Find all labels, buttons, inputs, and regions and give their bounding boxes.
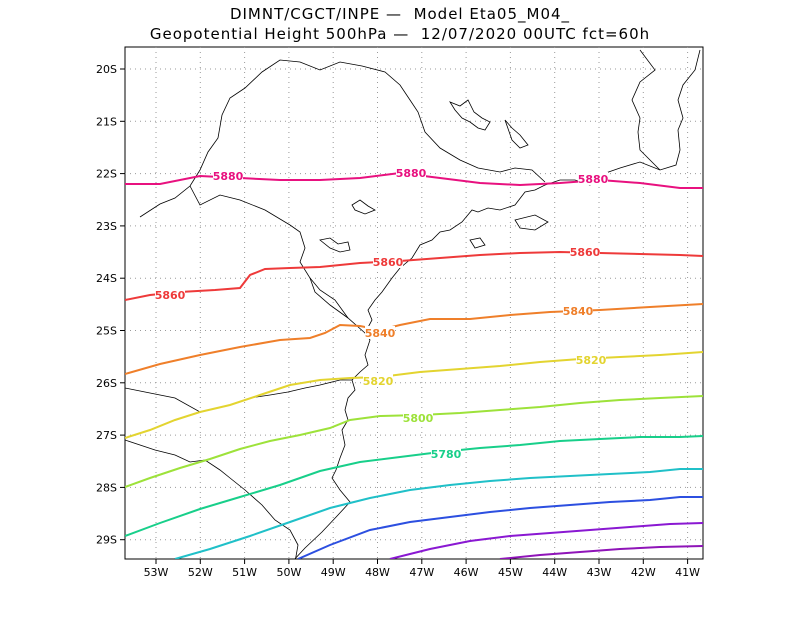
- contour-label-5820: 5820: [363, 375, 394, 388]
- lon-tick-label: 50W: [276, 566, 301, 579]
- state-border: [125, 379, 352, 413]
- map-title-line-1: DIMNT/CGCT/INPE — Model Eta05_M04_: [229, 5, 571, 23]
- lat-tick-label: 25S: [96, 325, 117, 338]
- lon-tick-label: 43W: [587, 566, 612, 579]
- state-border: [189, 185, 291, 226]
- lat-tick-label: 28S: [96, 481, 117, 494]
- contour-5720: [389, 522, 703, 559]
- contour-label-5860: 5860: [373, 256, 404, 269]
- axis-ticks: 53W 52W 51W 50W 49W 48W 47W 46W 45W 44W 43W 42W 41W 2…: [96, 63, 700, 579]
- contour-label-5880: 5880: [396, 167, 427, 180]
- contour-5700: [499, 545, 703, 559]
- lat-tick-label: 24S: [96, 272, 117, 285]
- contour-label-5880: 5880: [213, 170, 244, 183]
- coastlines-and-borders: [125, 49, 701, 559]
- contour-5800: [125, 395, 703, 488]
- lat-tick-label: 22S: [96, 168, 117, 181]
- contour-label-5840: 5840: [563, 305, 594, 318]
- reservoir: [449, 99, 491, 131]
- reservoir: [504, 119, 529, 149]
- map-frame: [124, 46, 704, 560]
- lon-tick-label: 42W: [631, 566, 656, 579]
- island: [514, 214, 549, 231]
- map-title-line-2: Geopotential Height 500hPa — 12/07/2020 …: [149, 25, 651, 43]
- lon-tick-label: 49W: [321, 566, 346, 579]
- contour-label-5860: 5860: [155, 289, 186, 302]
- lon-tick-label: 53W: [144, 566, 169, 579]
- state-border: [125, 439, 299, 559]
- lon-tick-label: 52W: [188, 566, 213, 579]
- lon-tick-label: 41W: [675, 566, 700, 579]
- lat-tick-label: 21S: [96, 115, 117, 128]
- contour-label-5800: 5800: [403, 412, 434, 425]
- contour-label-5860: 5860: [570, 246, 601, 259]
- reservoir: [351, 199, 376, 215]
- contour-label-5780: 5780: [431, 448, 462, 461]
- lat-tick-label: 20S: [96, 63, 117, 76]
- contour-labels: 5880 5880 5880 5860 5860 5860 5840 5840 …: [155, 166, 609, 461]
- lon-tick-label: 46W: [454, 566, 479, 579]
- island: [469, 237, 486, 249]
- lon-tick-label: 51W: [232, 566, 257, 579]
- lat-tick-label: 23S: [96, 220, 117, 233]
- lon-tick-label: 44W: [542, 566, 567, 579]
- lon-tick-label: 45W: [498, 566, 523, 579]
- state-border: [631, 49, 661, 171]
- lon-tick-label: 48W: [365, 566, 390, 579]
- lon-tick-label: 47W: [409, 566, 434, 579]
- lat-tick-label: 27S: [96, 429, 117, 442]
- state-border: [139, 59, 546, 218]
- contour-label-5880: 5880: [578, 173, 609, 186]
- state-border: [309, 277, 349, 319]
- lat-tick-label: 29S: [96, 534, 117, 547]
- graticule: [125, 47, 703, 559]
- reservoir: [319, 237, 351, 253]
- contour-label-5840: 5840: [365, 327, 396, 340]
- contour-5780: [125, 435, 703, 537]
- coastline: [294, 49, 701, 559]
- lat-tick-label: 26S: [96, 377, 117, 390]
- contour-label-5820: 5820: [576, 354, 607, 367]
- contour-5740: [297, 496, 703, 559]
- contour-5760: [174, 468, 703, 559]
